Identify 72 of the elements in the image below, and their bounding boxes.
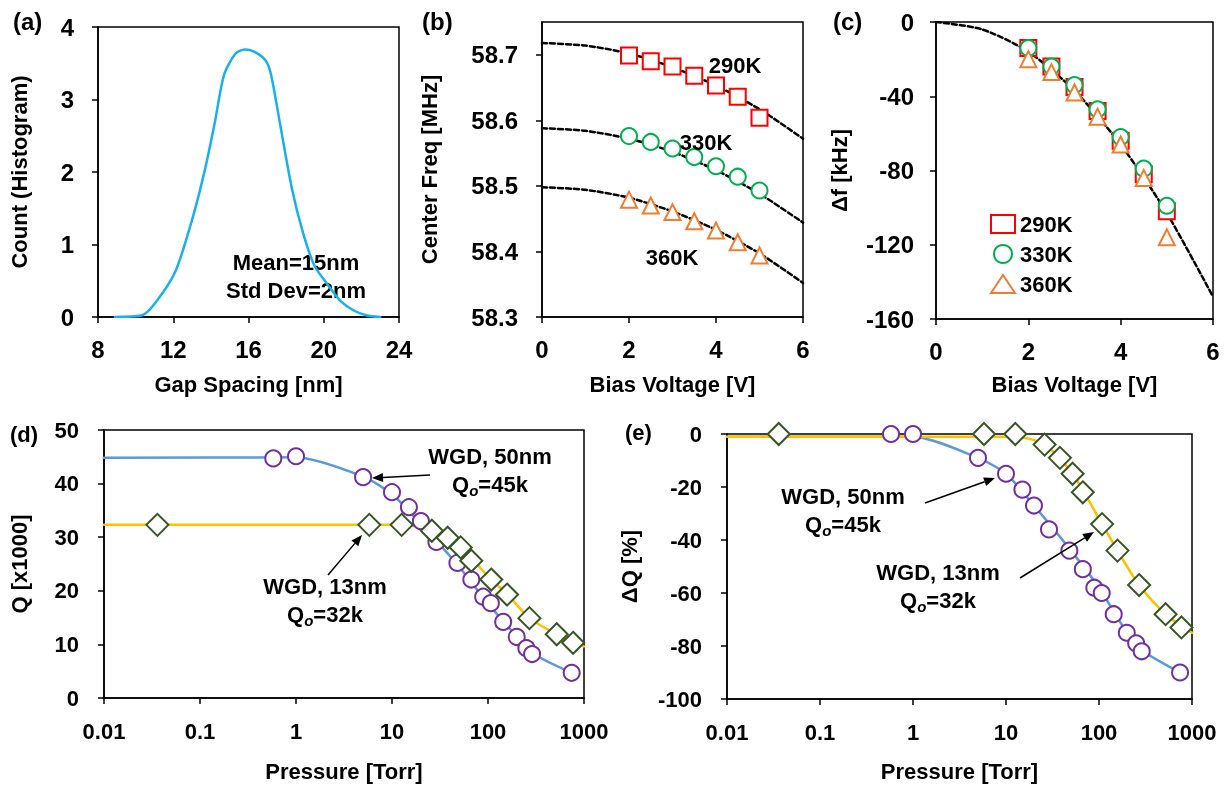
x-tick-label: 10 [379, 718, 405, 744]
y-axis-title: Q [x1000] [6, 514, 32, 614]
y-tick-label: 0 [60, 303, 74, 331]
y-tick-label: -80 [670, 633, 702, 659]
y-tick-label: 3 [60, 86, 74, 113]
x-tick-label: 0.01 [705, 719, 749, 745]
x-axis-title: Bias Voltage [V] [589, 371, 756, 397]
x-tick-label: 0.01 [82, 718, 126, 744]
y-axis-title: Center Freq [MHz] [416, 74, 442, 265]
y-tick-label: 58.5 [471, 172, 518, 200]
legend-label: 330K [1020, 241, 1073, 267]
y-tick-label: 4 [60, 13, 75, 41]
x-tick-label: 0.1 [184, 718, 216, 744]
y-tick-label: 30 [54, 524, 79, 550]
x-tick-label: 1000 [1167, 719, 1217, 745]
x-tick-label: 6 [796, 335, 810, 363]
y-tick-label: -40 [670, 527, 702, 553]
x-tick-label: 8 [91, 335, 105, 363]
chart-title: (c) [833, 7, 863, 35]
x-tick-label: 4 [1113, 337, 1128, 365]
x-axis-title: Pressure [Torr] [265, 758, 423, 784]
x-tick-label: 0.1 [804, 719, 836, 745]
x-tick-label: 4 [709, 335, 724, 363]
annotation: 290K [708, 52, 762, 78]
y-tick-label: 0 [689, 421, 702, 447]
y-tick-label: 2 [60, 158, 74, 186]
x-tick-label: 0 [929, 337, 943, 365]
y-tick-label: -80 [879, 157, 914, 184]
chart-title: (d) [10, 421, 39, 447]
y-tick-label: 58.3 [471, 303, 518, 331]
y-tick-label: 0 [66, 685, 79, 711]
y-tick-label: -120 [865, 231, 914, 259]
y-tick-label: -20 [670, 474, 702, 500]
x-tick-label: 16 [235, 335, 262, 363]
y-tick-label: 0 [900, 8, 914, 36]
x-tick-label: 10 [993, 719, 1019, 745]
legend-label: 360K [1020, 271, 1073, 297]
x-tick-label: 1 [289, 718, 303, 744]
y-tick-label: -100 [657, 686, 702, 712]
x-tick-label: 100 [1080, 719, 1118, 745]
y-tick-label: 58.6 [471, 106, 518, 134]
x-axis-title: Gap Spacing [nm] [154, 371, 343, 397]
x-tick-label: 0 [535, 335, 549, 363]
y-tick-label: 50 [54, 417, 79, 443]
y-tick-label: 10 [54, 631, 79, 657]
x-tick-label: 20 [310, 335, 338, 363]
x-tick-label: 100 [469, 718, 507, 744]
y-tick-label: -40 [879, 82, 914, 110]
x-tick-label: 6 [1206, 337, 1220, 365]
chart-title: (b) [422, 7, 453, 35]
y-tick-label: 1 [60, 231, 74, 258]
chart-title: (a) [13, 7, 43, 35]
x-tick-label: 12 [159, 335, 187, 363]
y-tick-label: -60 [670, 580, 702, 606]
x-tick-label: 1000 [559, 718, 609, 744]
x-tick-label: 2 [622, 335, 636, 363]
annotation: 330K [679, 129, 733, 155]
y-axis-title: Count (Histogram) [6, 75, 32, 269]
x-tick-label: 24 [385, 335, 413, 363]
x-axis-title: Pressure [Torr] [880, 758, 1039, 784]
y-axis-title: ΔQ [%] [616, 529, 642, 604]
chart-title: (e) [625, 419, 652, 445]
x-tick-label: 2 [1021, 337, 1036, 365]
y-tick-label: 20 [54, 578, 79, 604]
y-axis-title: Δf [kHz] [826, 128, 852, 213]
y-tick-label: 58.7 [471, 41, 518, 69]
annotation: 360K [645, 244, 699, 270]
y-tick-label: -160 [865, 305, 914, 333]
y-tick-label: 58.4 [471, 237, 519, 265]
legend-label: 290K [1020, 211, 1073, 237]
y-tick-label: 40 [54, 471, 79, 497]
x-axis-title: Bias Voltage [V] [991, 371, 1158, 397]
